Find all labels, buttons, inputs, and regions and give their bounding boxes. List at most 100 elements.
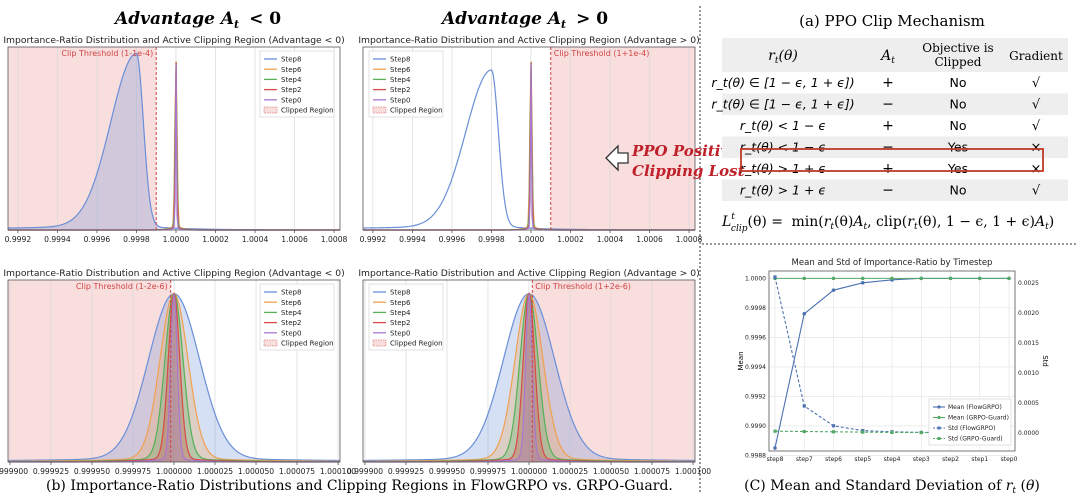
legend-swatch-clipped (372, 339, 387, 347)
x-tick-label: 1.000000 (156, 467, 192, 476)
cell-condition: r_t(θ) ∈ [1 − ϵ, 1 + ϵ]) (711, 97, 854, 112)
table-header-bg (722, 38, 1068, 72)
series-point-std-flowgrpo (831, 424, 836, 428)
series-fill-step0 (8, 293, 340, 462)
header-objective-line2: Clipped (934, 55, 981, 69)
legend-label: Step8 (281, 56, 301, 64)
legend-label: Clipped Region (281, 107, 334, 115)
legend-marker (937, 437, 941, 440)
x-tick-label: 1.000075 (279, 467, 315, 476)
legend-label: Clipped Region (390, 107, 443, 115)
cell-sign: − (882, 183, 894, 199)
subplot-title: Importance-Ratio Distribution and Active… (358, 268, 699, 279)
series-fill-step6 (8, 293, 340, 462)
series-point-std-grpo-guard (919, 430, 923, 435)
legend-label: Step2 (390, 86, 410, 94)
clipped-region (8, 47, 157, 230)
x-tick-label: 0.999900 (0, 467, 28, 476)
left-arrow-icon (605, 144, 629, 172)
y-right-tick-label: 0.0005 (1018, 400, 1039, 407)
x-tick-label: 0.9998 (478, 235, 505, 244)
series-fill-step0 (363, 293, 695, 462)
legend-label: Step0 (390, 329, 410, 337)
series-point-mean-grpo-guard (948, 276, 953, 281)
x-tick-label: step1 (971, 456, 988, 463)
series-fill-step6 (363, 293, 695, 462)
header-gradient: Gradient (1009, 49, 1063, 63)
y-tick-label: 0.9994 (745, 364, 766, 371)
header-objective-line1: Objective is (922, 41, 993, 55)
legend-label: Step0 (390, 96, 410, 104)
cell-sign: − (882, 140, 894, 156)
cell-sign: − (882, 97, 894, 113)
clip-threshold-label: Clip Threshold (1+1e-4) (554, 49, 650, 58)
series-point-std-flowgrpo (773, 275, 777, 279)
series-fill-step8 (8, 293, 340, 462)
arrow-text-line2: Clipping Lost (632, 162, 745, 180)
x-tick-label: 1.000100 (675, 467, 711, 476)
y-right-tick-label: 0.0010 (1018, 370, 1039, 377)
subplot-title: Importance-Ratio Distribution and Active… (358, 35, 699, 46)
legend-label: Step4 (281, 76, 302, 84)
cell-condition: r_t(θ) > 1 + ϵ (740, 161, 826, 176)
x-tick-label: step8 (767, 456, 784, 463)
legend-label: Step6 (390, 66, 411, 74)
col-left-heading: Advantage At < 0 (113, 9, 281, 31)
plot-grpo-guard-adv-neg: Importance-Ratio Distribution and Active… (0, 268, 356, 476)
cell-sign: + (882, 75, 894, 91)
cell-condition: r_t(θ) > 1 + ϵ (740, 183, 826, 198)
subplot-title: Importance-Ratio Distribution and Active… (3, 268, 344, 279)
y-tick-label: 0.9988 (745, 453, 766, 460)
legend-swatch-clipped (263, 106, 278, 114)
legend-label: Mean (GRPO-Guard) (948, 415, 1009, 422)
legend-marker (937, 415, 941, 420)
clipping-lost-arrow: PPO Positive Clipping Lost (605, 142, 745, 180)
legend-label: Mean (FlowGRPO) (948, 404, 1002, 411)
series-point-std-grpo-guard (861, 430, 865, 434)
mean-std-frame (768, 270, 1016, 452)
cell-condition: r_t(θ) < 1 − ϵ (740, 118, 826, 133)
legend-label: Step8 (390, 289, 410, 297)
x-tick-label: 0.999925 (388, 467, 424, 476)
cell-gradient: √ (1032, 98, 1041, 113)
x-tick-label: 1.0002 (557, 235, 584, 244)
cell-sign: + (882, 118, 894, 134)
legend-label: Std (GRPO-Guard) (948, 436, 1003, 443)
series-fill-step2 (8, 293, 340, 462)
plot-flowgrpo-adv-neg: Importance-Ratio Distribution and Active… (3, 35, 347, 244)
legend-box (368, 50, 444, 118)
y-right-tick-label: 0.0015 (1018, 340, 1039, 347)
cell-clipped: Yes (947, 140, 968, 155)
legend-label: Clipped Region (281, 340, 334, 348)
plot-frame (362, 46, 696, 231)
cell-clipped: No (950, 97, 967, 112)
cell-clipped: No (950, 183, 967, 198)
x-tick-label: 0.9992 (5, 235, 32, 244)
x-tick-label: 0.9998 (123, 235, 150, 244)
x-tick-label: step2 (942, 456, 959, 463)
table-row-bg (722, 93, 1068, 115)
y-right-tick-label: 0.0025 (1018, 280, 1039, 287)
legend-marker (937, 426, 941, 430)
cell-clipped: No (950, 75, 967, 90)
y-tick-label: 0.9996 (745, 335, 766, 342)
x-tick-label: 1.000000 (511, 467, 547, 476)
cell-gradient: × (1031, 162, 1042, 177)
y-tick-label: 1.0000 (745, 276, 766, 283)
x-tick-label: 0.999900 (347, 467, 383, 476)
table-row-bg (722, 136, 1068, 158)
x-tick-label: 0.9994 (399, 235, 426, 244)
series-point-mean-grpo-guard (831, 276, 836, 281)
series-point-mean-flowgrpo (860, 281, 865, 285)
x-tick-label: 1.000025 (197, 467, 233, 476)
legend-label: Clipped Region (390, 340, 443, 348)
clip-threshold-label: Clip Threshold (1-1e-4) (61, 49, 153, 58)
legend-label: Step2 (390, 319, 410, 327)
legend-label: Step2 (281, 319, 301, 327)
y-right-axis-label: Std (1041, 355, 1049, 367)
legend-box (259, 50, 335, 118)
cell-gradient: × (1031, 141, 1042, 156)
cell-condition: r_t(θ) ∈ [1 − ϵ, 1 + ϵ]) (711, 75, 854, 90)
x-tick-label: step3 (913, 456, 930, 463)
